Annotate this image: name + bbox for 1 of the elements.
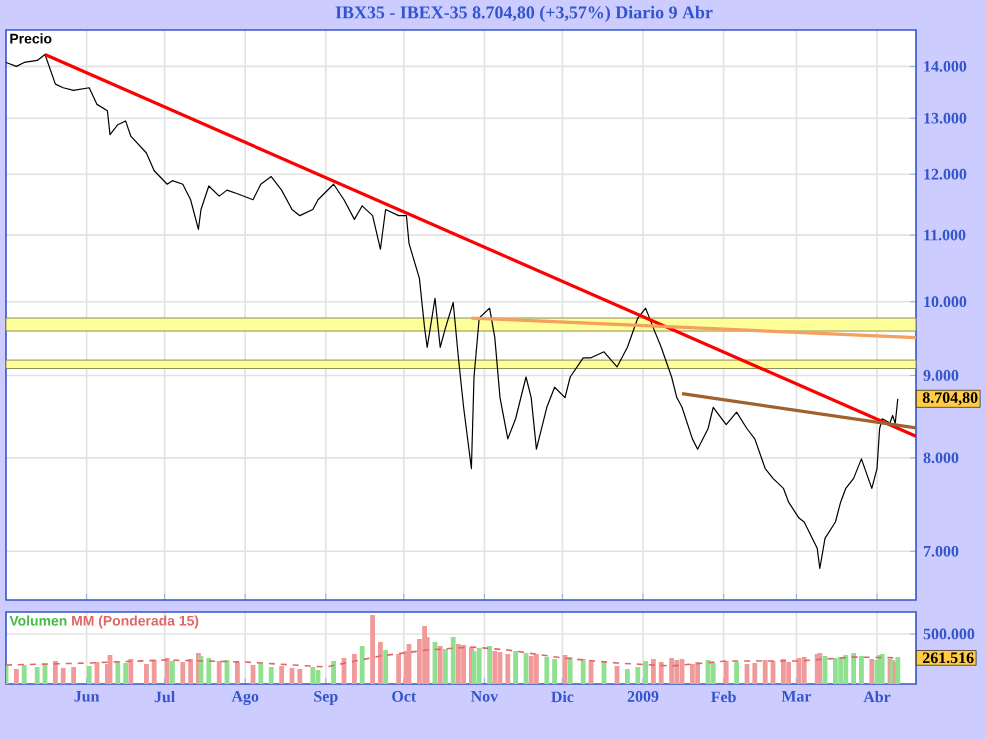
chart-title: IBX35 - IBEX-35 8.704,80 (+3,57%) Diario 9 Abr [335, 5, 713, 23]
